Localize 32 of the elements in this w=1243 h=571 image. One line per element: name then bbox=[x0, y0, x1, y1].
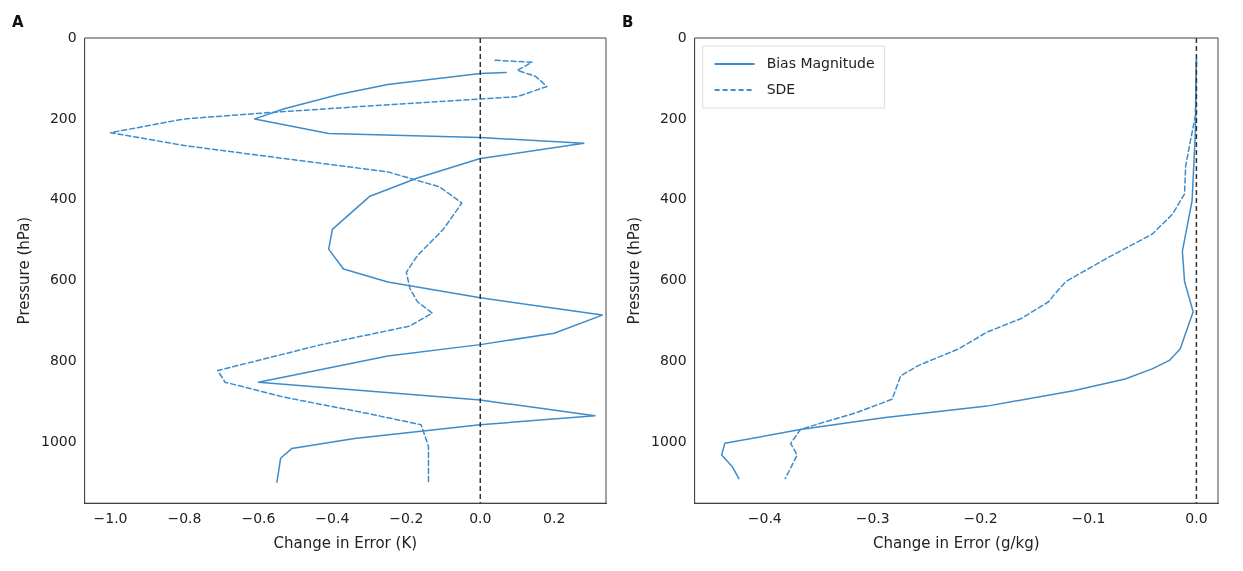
x-axis-title: Change in Error (g/kg) bbox=[873, 533, 1040, 552]
x-tick-label: −0.2 bbox=[963, 510, 998, 527]
x-tick-label: −0.1 bbox=[1071, 510, 1106, 527]
chart-title: B bbox=[622, 12, 634, 31]
y-tick-label: 0 bbox=[67, 28, 77, 45]
x-tick-label: −0.4 bbox=[747, 510, 782, 527]
y-tick-label: 200 bbox=[49, 109, 77, 126]
x-tick-label: −0.8 bbox=[167, 510, 202, 527]
y-tick-label: 800 bbox=[659, 352, 687, 369]
y-tick-label: 1000 bbox=[650, 433, 687, 450]
x-tick-label: 0.0 bbox=[1185, 510, 1208, 527]
x-tick-label: 0.2 bbox=[543, 510, 566, 527]
y-axis-title: Pressure (hPa) bbox=[14, 216, 33, 325]
y-tick-label: 600 bbox=[49, 271, 77, 288]
y-tick-label: 200 bbox=[659, 109, 687, 126]
y-tick-label: 400 bbox=[659, 190, 687, 207]
x-tick-label: −0.4 bbox=[315, 510, 350, 527]
legend-label: SDE bbox=[766, 80, 796, 97]
chart-title: A bbox=[12, 12, 24, 31]
x-tick-label: −0.6 bbox=[241, 510, 276, 527]
x-tick-label: −0.3 bbox=[855, 510, 890, 527]
y-tick-label: 400 bbox=[49, 190, 77, 207]
x-tick-label: −0.2 bbox=[389, 510, 424, 527]
legend-label: Bias Magnitude bbox=[766, 54, 875, 71]
y-tick-label: 1000 bbox=[40, 433, 77, 450]
y-tick-label: 600 bbox=[659, 271, 687, 288]
x-tick-label: −1.0 bbox=[93, 510, 128, 527]
y-tick-label: 800 bbox=[49, 352, 77, 369]
y-tick-label: 0 bbox=[677, 28, 687, 45]
x-tick-label: 0.0 bbox=[469, 510, 492, 527]
x-axis-title: Change in Error (K) bbox=[273, 533, 418, 552]
y-axis-title: Pressure (hPa) bbox=[624, 216, 643, 325]
